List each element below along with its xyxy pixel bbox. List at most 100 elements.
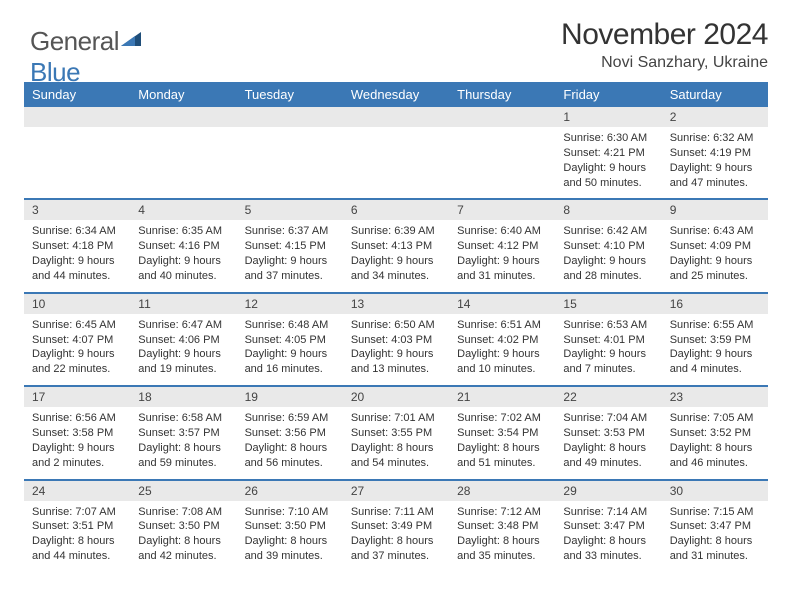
sunset-text: Sunset: 3:59 PM bbox=[670, 333, 760, 348]
sunrise-text: Sunrise: 6:43 AM bbox=[670, 224, 760, 239]
sunrise-text: Sunrise: 7:11 AM bbox=[351, 505, 441, 520]
day-body: Sunrise: 6:40 AMSunset: 4:12 PMDaylight:… bbox=[449, 220, 555, 291]
calendar-cell: 19Sunrise: 6:59 AMSunset: 3:56 PMDayligh… bbox=[237, 386, 343, 479]
day-number: 19 bbox=[237, 387, 343, 407]
daylight-text: Daylight: 8 hours and 51 minutes. bbox=[457, 441, 547, 471]
sunrise-text: Sunrise: 7:14 AM bbox=[563, 505, 653, 520]
col-monday: Monday bbox=[130, 82, 236, 107]
daylight-text: Daylight: 8 hours and 33 minutes. bbox=[563, 534, 653, 564]
daylight-text: Daylight: 9 hours and 28 minutes. bbox=[563, 254, 653, 284]
sunset-text: Sunset: 4:10 PM bbox=[563, 239, 653, 254]
day-number: 14 bbox=[449, 294, 555, 314]
day-body: Sunrise: 7:04 AMSunset: 3:53 PMDaylight:… bbox=[555, 407, 661, 478]
calendar-row: 3Sunrise: 6:34 AMSunset: 4:18 PMDaylight… bbox=[24, 199, 768, 292]
day-number: 11 bbox=[130, 294, 236, 314]
sunset-text: Sunset: 4:21 PM bbox=[563, 146, 653, 161]
sunrise-text: Sunrise: 6:51 AM bbox=[457, 318, 547, 333]
sunrise-text: Sunrise: 6:40 AM bbox=[457, 224, 547, 239]
day-number: 12 bbox=[237, 294, 343, 314]
calendar-table: Sunday Monday Tuesday Wednesday Thursday… bbox=[24, 82, 768, 572]
daylight-text: Daylight: 8 hours and 44 minutes. bbox=[32, 534, 122, 564]
sunrise-text: Sunrise: 6:59 AM bbox=[245, 411, 335, 426]
day-number: 4 bbox=[130, 200, 236, 220]
sunrise-text: Sunrise: 6:45 AM bbox=[32, 318, 122, 333]
day-body bbox=[343, 127, 449, 185]
brand-part2: Blue bbox=[30, 57, 80, 87]
calendar-cell: 6Sunrise: 6:39 AMSunset: 4:13 PMDaylight… bbox=[343, 199, 449, 292]
calendar-cell: 8Sunrise: 6:42 AMSunset: 4:10 PMDaylight… bbox=[555, 199, 661, 292]
sunrise-text: Sunrise: 7:02 AM bbox=[457, 411, 547, 426]
sunset-text: Sunset: 3:48 PM bbox=[457, 519, 547, 534]
sunrise-text: Sunrise: 7:15 AM bbox=[670, 505, 760, 520]
sunrise-text: Sunrise: 6:48 AM bbox=[245, 318, 335, 333]
day-number: 13 bbox=[343, 294, 449, 314]
brand-logo: General Blue bbox=[30, 24, 143, 88]
sunset-text: Sunset: 3:53 PM bbox=[563, 426, 653, 441]
sunset-text: Sunset: 3:50 PM bbox=[138, 519, 228, 534]
calendar-cell: 18Sunrise: 6:58 AMSunset: 3:57 PMDayligh… bbox=[130, 386, 236, 479]
daylight-text: Daylight: 8 hours and 42 minutes. bbox=[138, 534, 228, 564]
day-body bbox=[449, 127, 555, 185]
calendar-cell: 27Sunrise: 7:11 AMSunset: 3:49 PMDayligh… bbox=[343, 480, 449, 572]
calendar-cell: 23Sunrise: 7:05 AMSunset: 3:52 PMDayligh… bbox=[662, 386, 768, 479]
col-saturday: Saturday bbox=[662, 82, 768, 107]
col-thursday: Thursday bbox=[449, 82, 555, 107]
sunrise-text: Sunrise: 7:05 AM bbox=[670, 411, 760, 426]
day-body: Sunrise: 6:34 AMSunset: 4:18 PMDaylight:… bbox=[24, 220, 130, 291]
day-number: 28 bbox=[449, 481, 555, 501]
sunset-text: Sunset: 3:47 PM bbox=[563, 519, 653, 534]
calendar-cell bbox=[24, 107, 130, 199]
sunrise-text: Sunrise: 7:12 AM bbox=[457, 505, 547, 520]
calendar-cell: 30Sunrise: 7:15 AMSunset: 3:47 PMDayligh… bbox=[662, 480, 768, 572]
col-wednesday: Wednesday bbox=[343, 82, 449, 107]
day-body: Sunrise: 6:48 AMSunset: 4:05 PMDaylight:… bbox=[237, 314, 343, 385]
daylight-text: Daylight: 9 hours and 19 minutes. bbox=[138, 347, 228, 377]
day-number: 30 bbox=[662, 481, 768, 501]
sunset-text: Sunset: 3:47 PM bbox=[670, 519, 760, 534]
day-body: Sunrise: 6:59 AMSunset: 3:56 PMDaylight:… bbox=[237, 407, 343, 478]
calendar-cell bbox=[343, 107, 449, 199]
sunset-text: Sunset: 3:52 PM bbox=[670, 426, 760, 441]
day-body: Sunrise: 6:42 AMSunset: 4:10 PMDaylight:… bbox=[555, 220, 661, 291]
sunset-text: Sunset: 4:16 PM bbox=[138, 239, 228, 254]
daylight-text: Daylight: 8 hours and 56 minutes. bbox=[245, 441, 335, 471]
day-number: 23 bbox=[662, 387, 768, 407]
sunset-text: Sunset: 4:13 PM bbox=[351, 239, 441, 254]
sunset-text: Sunset: 3:57 PM bbox=[138, 426, 228, 441]
day-body: Sunrise: 6:32 AMSunset: 4:19 PMDaylight:… bbox=[662, 127, 768, 198]
sunrise-text: Sunrise: 6:55 AM bbox=[670, 318, 760, 333]
daylight-text: Daylight: 8 hours and 59 minutes. bbox=[138, 441, 228, 471]
day-number: 15 bbox=[555, 294, 661, 314]
day-number: 16 bbox=[662, 294, 768, 314]
day-body: Sunrise: 6:58 AMSunset: 3:57 PMDaylight:… bbox=[130, 407, 236, 478]
day-body: Sunrise: 7:02 AMSunset: 3:54 PMDaylight:… bbox=[449, 407, 555, 478]
day-number bbox=[449, 107, 555, 127]
calendar-cell bbox=[237, 107, 343, 199]
daylight-text: Daylight: 9 hours and 25 minutes. bbox=[670, 254, 760, 284]
daylight-text: Daylight: 9 hours and 2 minutes. bbox=[32, 441, 122, 471]
calendar-body: 1Sunrise: 6:30 AMSunset: 4:21 PMDaylight… bbox=[24, 107, 768, 572]
daylight-text: Daylight: 9 hours and 47 minutes. bbox=[670, 161, 760, 191]
calendar-cell: 2Sunrise: 6:32 AMSunset: 4:19 PMDaylight… bbox=[662, 107, 768, 199]
calendar-row: 17Sunrise: 6:56 AMSunset: 3:58 PMDayligh… bbox=[24, 386, 768, 479]
daylight-text: Daylight: 8 hours and 35 minutes. bbox=[457, 534, 547, 564]
sunrise-text: Sunrise: 6:42 AM bbox=[563, 224, 653, 239]
daylight-text: Daylight: 8 hours and 54 minutes. bbox=[351, 441, 441, 471]
sail-icon bbox=[121, 24, 143, 55]
day-number: 18 bbox=[130, 387, 236, 407]
day-body: Sunrise: 7:05 AMSunset: 3:52 PMDaylight:… bbox=[662, 407, 768, 478]
col-friday: Friday bbox=[555, 82, 661, 107]
calendar-cell: 20Sunrise: 7:01 AMSunset: 3:55 PMDayligh… bbox=[343, 386, 449, 479]
sunset-text: Sunset: 4:19 PM bbox=[670, 146, 760, 161]
day-body: Sunrise: 7:12 AMSunset: 3:48 PMDaylight:… bbox=[449, 501, 555, 572]
sunrise-text: Sunrise: 7:10 AM bbox=[245, 505, 335, 520]
daylight-text: Daylight: 9 hours and 50 minutes. bbox=[563, 161, 653, 191]
sunset-text: Sunset: 4:02 PM bbox=[457, 333, 547, 348]
daylight-text: Daylight: 8 hours and 49 minutes. bbox=[563, 441, 653, 471]
day-body bbox=[24, 127, 130, 185]
sunrise-text: Sunrise: 6:35 AM bbox=[138, 224, 228, 239]
day-body: Sunrise: 6:35 AMSunset: 4:16 PMDaylight:… bbox=[130, 220, 236, 291]
daylight-text: Daylight: 9 hours and 7 minutes. bbox=[563, 347, 653, 377]
day-number: 17 bbox=[24, 387, 130, 407]
sunrise-text: Sunrise: 7:08 AM bbox=[138, 505, 228, 520]
